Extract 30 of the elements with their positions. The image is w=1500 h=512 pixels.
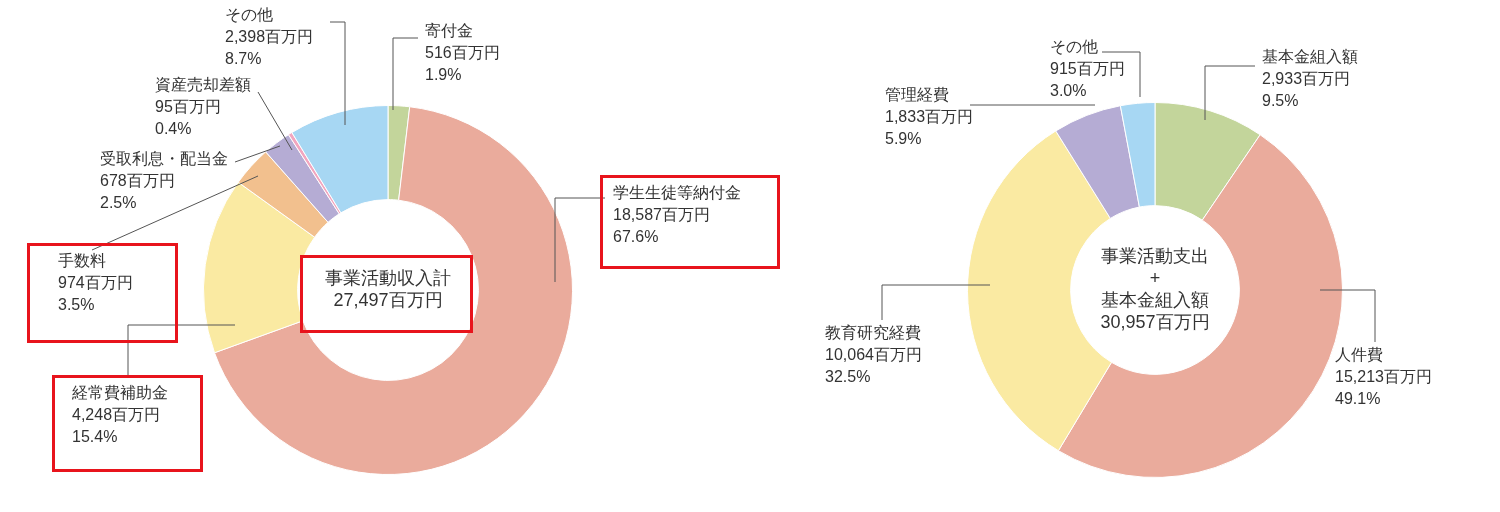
slice-label: 受取利息・配当金 [100,150,228,168]
text: 基本金組入額 [1101,289,1209,310]
data-label: 4,248百万円 15.4% [72,406,161,446]
data-label: 18,587百万円 67.6% [613,206,710,246]
data-label: 2,933百万円 9.5% [1262,70,1351,110]
data-label: 974百万円 3.5% [58,274,133,314]
text: + [1149,267,1161,288]
text: 27,497百万円 [333,289,443,310]
data-label: 2,398百万円 8.7% [225,28,314,68]
data-label: 516百万円 1.9% [425,44,500,84]
slice-label: 教育研究経費 [825,324,921,342]
slice-label: 経常費補助金 [71,384,168,402]
slice-label: 人件費 [1335,346,1383,364]
slice-label: 資産売却差額 [155,76,251,94]
data-label: 915百万円 3.0% [1050,60,1125,100]
data-label: 1,833百万円 5.9% [885,108,974,148]
data-label: 678百万円 2.5% [100,172,175,212]
slice-label: 学生生徒等納付金 [613,184,741,202]
slice-label: 手数料 [58,252,106,270]
slice-label: その他 [225,6,273,24]
text: 事業活動収入計 [325,267,451,288]
text: 事業活動支出 [1101,245,1209,266]
slice-label: その他 [1050,38,1098,56]
data-label: 95百万円 0.4% [155,98,221,138]
slice-label: 基本金組入額 [1262,48,1358,66]
data-label: 10,064百万円 32.5% [825,346,922,386]
slice-label: 管理経費 [885,86,949,104]
text: 30,957百万円 [1100,311,1210,332]
data-label: 15,213百万円 49.1% [1335,368,1432,408]
slice-label: 寄付金 [425,22,473,40]
